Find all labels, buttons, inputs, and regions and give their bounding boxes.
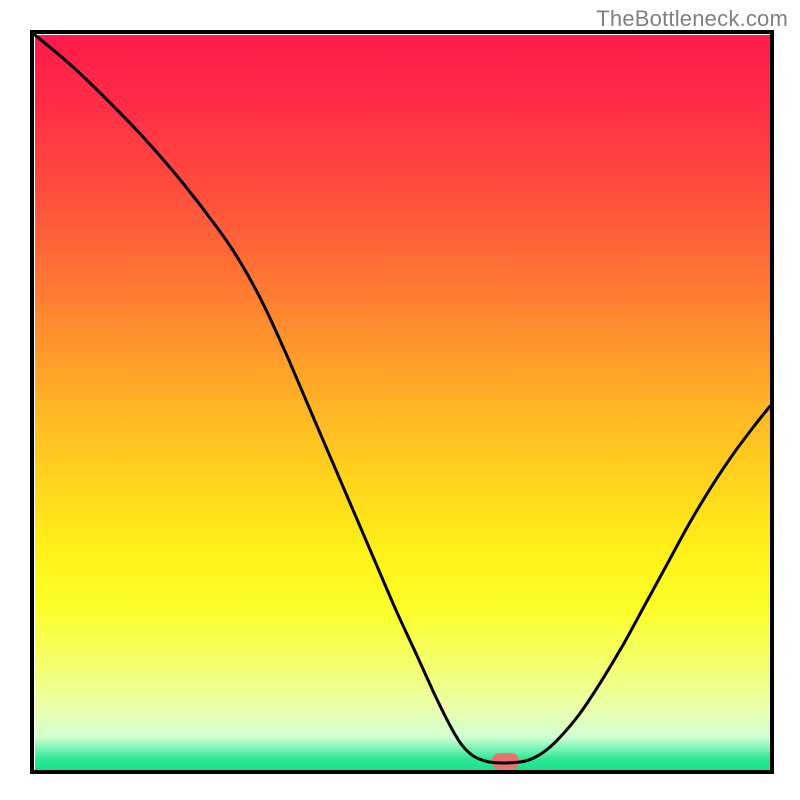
chart-svg: [0, 0, 800, 800]
watermark-text: TheBottleneck.com: [596, 6, 788, 32]
bottleneck-chart: TheBottleneck.com: [0, 0, 800, 800]
x-axis-border: [30, 770, 774, 774]
right-border: [770, 30, 774, 774]
chart-background-gradient: [35, 35, 770, 770]
y-axis-border: [30, 30, 34, 774]
